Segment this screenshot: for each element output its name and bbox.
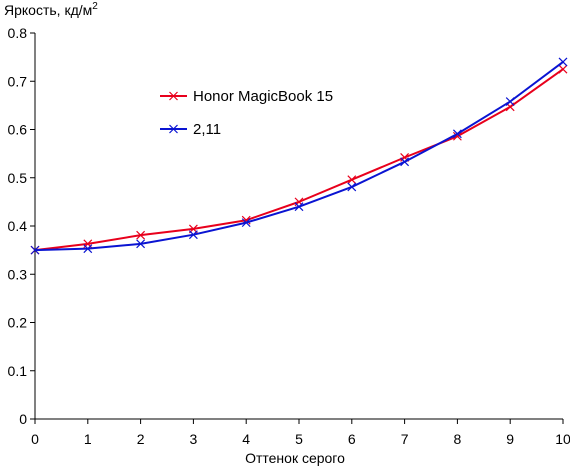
- data-point: [452, 129, 462, 139]
- y-axis-title: Яркость, кд/м2: [4, 1, 98, 18]
- data-point: [83, 244, 93, 254]
- y-tick-label: 0.6: [8, 122, 28, 138]
- legend: Honor MagicBook 15 2,11: [160, 88, 333, 138]
- x-tick-label: 9: [506, 431, 514, 447]
- legend-item-1: Honor MagicBook 15: [160, 88, 333, 105]
- x-tick-label: 10: [555, 431, 570, 447]
- y-tick-label: 0.2: [8, 315, 28, 331]
- legend-item-2: 2,11: [160, 121, 221, 138]
- x-tick-label: 3: [190, 431, 198, 447]
- data-point: [188, 230, 198, 240]
- y-tick-label: 0.7: [8, 73, 28, 89]
- data-point: [136, 239, 146, 249]
- x-tick-label: 6: [348, 431, 356, 447]
- marker-stroke: [169, 91, 178, 101]
- y-tick-label: 0.4: [8, 218, 28, 234]
- marker-stroke: [452, 131, 462, 141]
- y-tick-label: 0: [19, 411, 27, 427]
- y-tick-label: 0.1: [8, 363, 28, 379]
- marker-stroke: [241, 218, 251, 228]
- marker-stroke: [400, 153, 410, 162]
- series-2: [30, 57, 568, 255]
- legend-marker: [169, 124, 178, 134]
- y-axis-title-main: Яркость, кд/м: [4, 2, 92, 18]
- x-tick-label: 7: [401, 431, 409, 447]
- legend-marker: [169, 91, 178, 101]
- marker-stroke: [558, 64, 568, 74]
- x-tick-label: 1: [84, 431, 92, 447]
- y-axis-title-superscript: 2: [92, 1, 98, 12]
- ticks: 0 0.1 0.2 0.3 0.4 0.5 0.6 0.7 0.8 0 1 2 3 4 5 6 7 8 9 10: [8, 25, 570, 447]
- legend-label: Honor MagicBook 15: [193, 88, 333, 105]
- marker-stroke: [558, 57, 568, 67]
- marker-stroke: [505, 97, 515, 106]
- marker-stroke: [136, 239, 146, 249]
- series-layer: [30, 57, 568, 255]
- data-point: [136, 230, 146, 240]
- data-point: [294, 202, 304, 212]
- legend-label: 2,11: [193, 121, 221, 138]
- marker-stroke: [452, 129, 462, 139]
- x-tick-label: 0: [31, 431, 39, 447]
- x-tick-label: 2: [137, 431, 145, 447]
- y-tick-label: 0.8: [8, 25, 28, 41]
- data-point: [558, 57, 568, 67]
- marker-stroke: [136, 230, 146, 240]
- marker-stroke: [400, 157, 410, 167]
- data-point: [30, 245, 40, 255]
- data-point: [558, 64, 568, 74]
- marker-stroke: [347, 175, 357, 185]
- data-point: [241, 218, 251, 228]
- x-axis-title: Оттенок серого: [245, 450, 345, 466]
- marker-stroke: [169, 124, 178, 134]
- x-tick-label: 8: [454, 431, 462, 447]
- marker-stroke: [294, 202, 304, 212]
- marker-stroke: [83, 244, 93, 254]
- marker-stroke: [188, 230, 198, 240]
- data-point: [347, 175, 357, 185]
- x-tick-label: 5: [295, 431, 303, 447]
- y-tick-label: 0.5: [8, 170, 28, 186]
- x-tick-label: 4: [242, 431, 250, 447]
- marker-stroke: [30, 245, 40, 255]
- data-point: [400, 157, 410, 167]
- marker-stroke: [347, 182, 357, 192]
- y-tick-label: 0.3: [8, 266, 28, 282]
- data-point: [347, 182, 357, 192]
- data-point: [452, 131, 462, 141]
- data-point: [505, 97, 515, 106]
